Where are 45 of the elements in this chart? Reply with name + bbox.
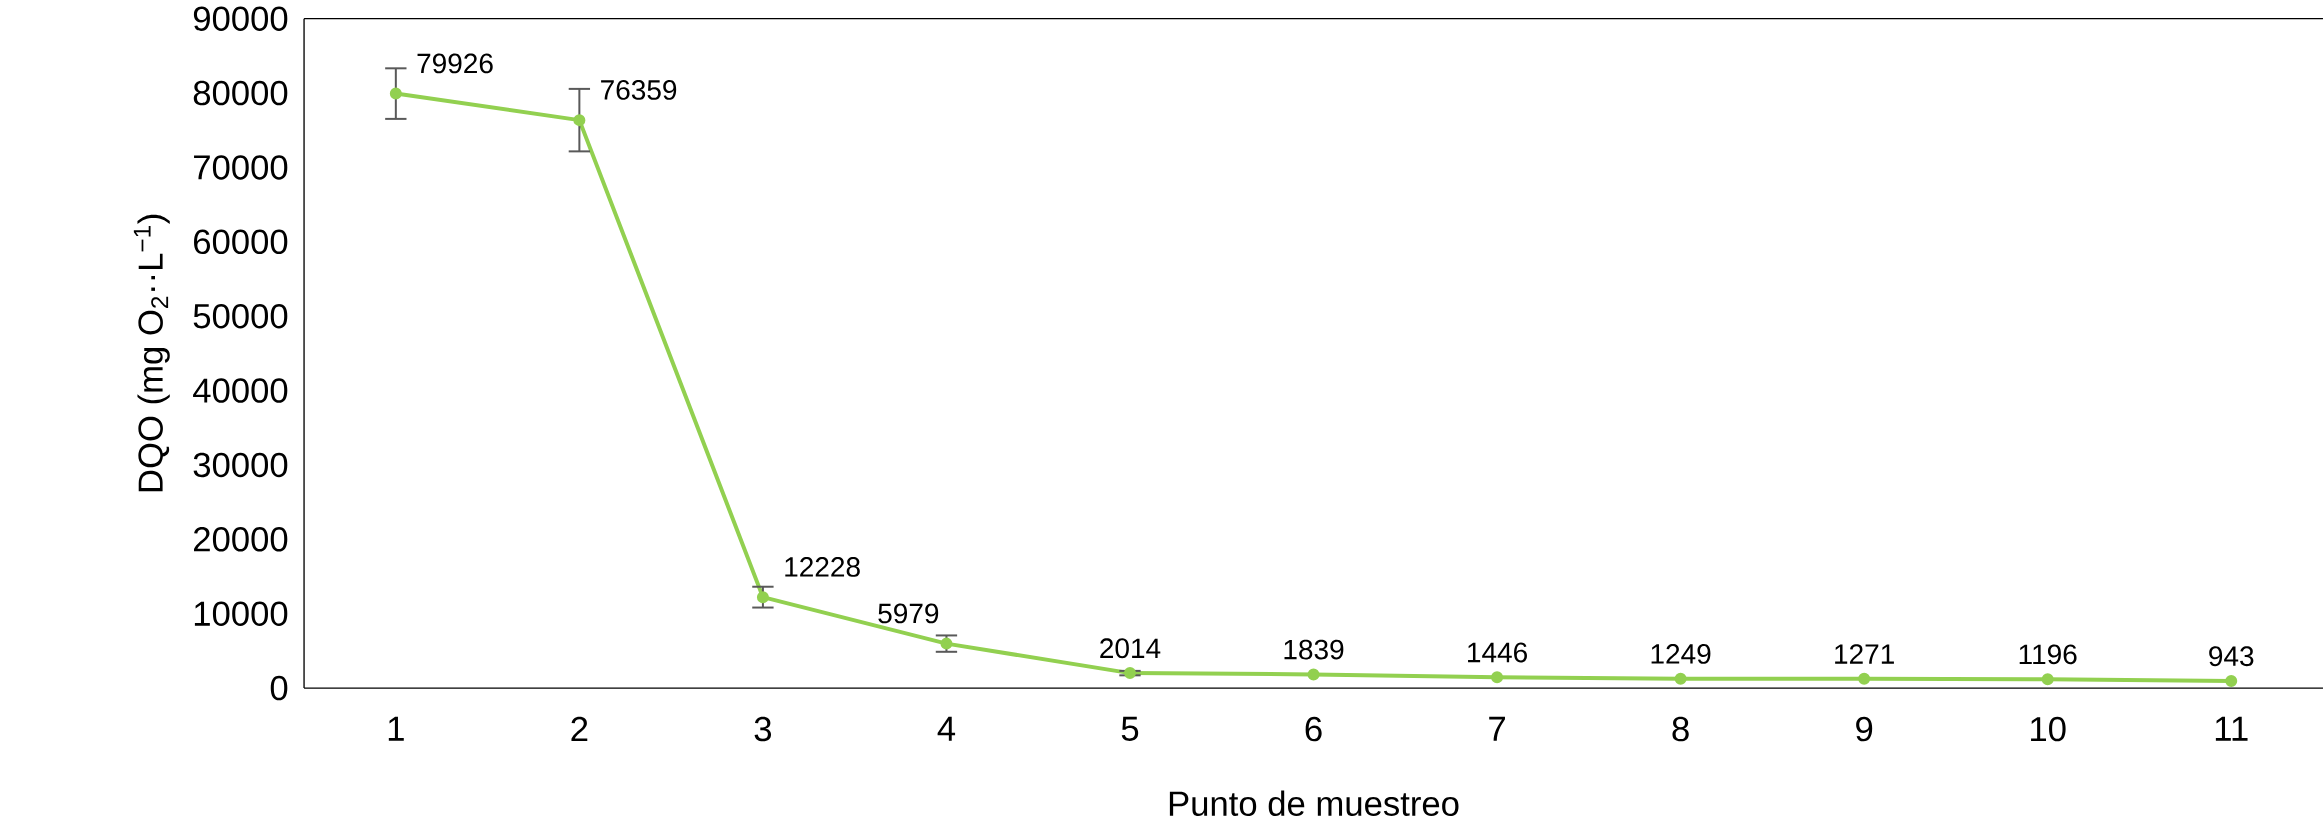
point: [1858, 672, 1871, 685]
y-tick-label: 20000: [194, 527, 288, 552]
y-tick-label: 50000: [193, 303, 288, 329]
data-label: 5979: [878, 603, 939, 624]
y-tick-label: 40000: [193, 378, 288, 403]
y-tick-label: 90000: [193, 6, 288, 31]
y-tick-label: 60000: [194, 229, 288, 255]
data-label: 1196: [2019, 644, 2077, 665]
data-label: 12228: [785, 556, 860, 577]
point: [2225, 675, 2238, 688]
data-label: 76359: [601, 79, 677, 100]
x-tick-label: 9: [1856, 716, 1873, 742]
y-tick-label: 70000: [194, 155, 288, 180]
x-tick-label: 11: [2215, 716, 2248, 741]
x-tick-label: 6: [1305, 716, 1322, 742]
x-tick-label: 3: [754, 716, 772, 742]
point: [389, 87, 402, 100]
data-label: 79926: [417, 53, 493, 74]
x-tick-label: 1: [388, 716, 404, 741]
point: [1491, 671, 1504, 684]
point: [1674, 672, 1687, 685]
point: [1123, 667, 1136, 680]
y-tick-label: 0: [270, 675, 288, 701]
x-tick-label: 4: [937, 716, 956, 741]
data-label: 1249: [1651, 643, 1711, 664]
point: [2041, 673, 2054, 686]
x-tick-label: 2: [571, 716, 588, 741]
y-tick-label: 80000: [193, 80, 288, 106]
x-axis-title: Punto de muestreo: [1169, 790, 1459, 816]
data-label: 1271: [1835, 644, 1894, 664]
y-tick-label: 30000: [193, 452, 288, 478]
point: [940, 637, 953, 650]
point: [573, 114, 586, 127]
data-label: 2014: [1100, 638, 1161, 659]
point: [1307, 668, 1320, 681]
y-axis-title: DQO (mg O$_{2}$··L$^{−1}$): [133, 214, 170, 492]
x-tick-label: 5: [1121, 716, 1139, 741]
x-tick-label: 8: [1672, 716, 1689, 742]
x-tick-label: 7: [1489, 716, 1505, 741]
y-tick-label: 10000: [194, 601, 288, 626]
x-tick-label: 10: [2031, 716, 2066, 742]
data-label: 943: [2209, 646, 2254, 667]
data-label: 1839: [1284, 639, 1344, 660]
point: [756, 591, 769, 604]
data-label: 1446: [1468, 642, 1527, 663]
